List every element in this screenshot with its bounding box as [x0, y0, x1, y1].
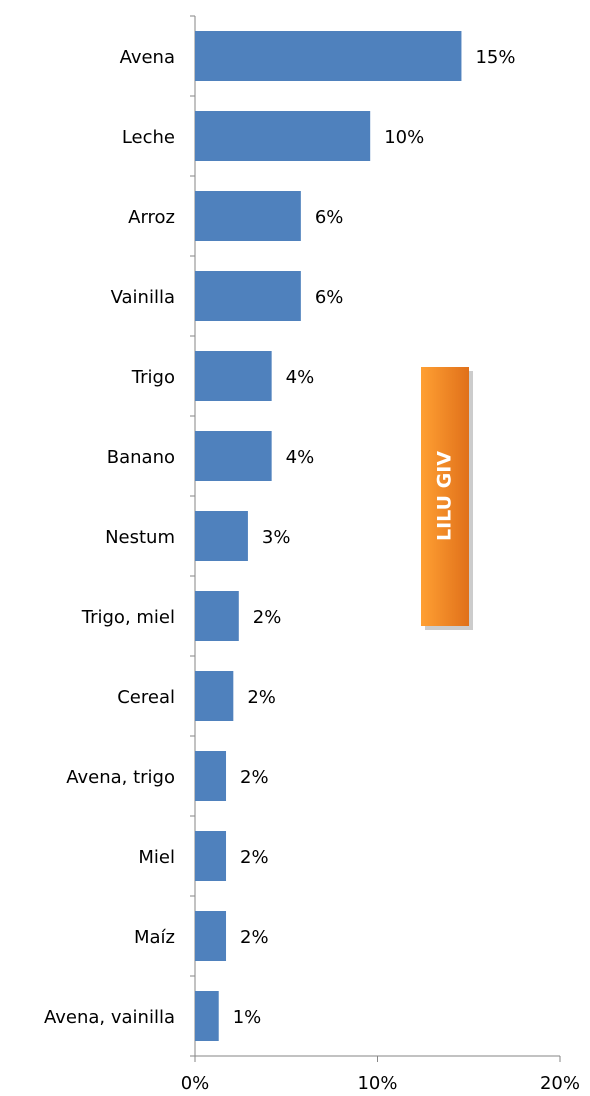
annotation: LILU GIV [434, 451, 456, 541]
bar [195, 431, 272, 481]
y-tick-label: Trigo [131, 367, 175, 388]
y-tick-label: Maíz [134, 927, 175, 948]
value-label: 2% [253, 607, 282, 628]
value-label: 3% [262, 527, 291, 548]
bar [195, 191, 301, 241]
value-label: 2% [240, 927, 269, 948]
value-label: 2% [240, 767, 269, 788]
value-label: 2% [247, 687, 276, 708]
bar [195, 671, 234, 721]
bar [195, 511, 248, 561]
value-label: 4% [286, 367, 315, 388]
bar [195, 111, 371, 161]
y-tick-label: Vainilla [111, 287, 175, 308]
y-tick-label: Trigo, miel [81, 607, 175, 628]
bar [195, 31, 462, 81]
x-tick-label: 20% [540, 1073, 580, 1094]
y-tick-label: Banano [107, 447, 175, 468]
value-label: 10% [384, 127, 424, 148]
value-label: 6% [315, 207, 344, 228]
bar [195, 271, 301, 321]
bar [195, 351, 272, 401]
value-label: 4% [286, 447, 315, 468]
bar [195, 831, 227, 881]
value-label: 2% [240, 847, 269, 868]
y-tick-label: Miel [138, 847, 175, 868]
x-tick-label: 0% [181, 1073, 210, 1094]
y-tick-label: Nestum [105, 527, 175, 548]
y-tick-label: Arroz [128, 207, 175, 228]
bar [195, 911, 227, 961]
y-tick-label: Avena, trigo [66, 767, 175, 788]
value-label: 15% [475, 47, 515, 68]
y-tick-label: Leche [122, 127, 175, 148]
bar [195, 751, 227, 801]
y-tick-label: Cereal [117, 687, 175, 708]
bar [195, 591, 239, 641]
x-tick-label: 10% [357, 1073, 397, 1094]
value-label: 6% [315, 287, 344, 308]
annotation-box [421, 367, 469, 626]
value-label: 1% [233, 1007, 262, 1028]
y-tick-label: Avena [120, 47, 175, 68]
y-tick-label: Avena, vainilla [44, 1007, 175, 1028]
bar [195, 991, 219, 1041]
